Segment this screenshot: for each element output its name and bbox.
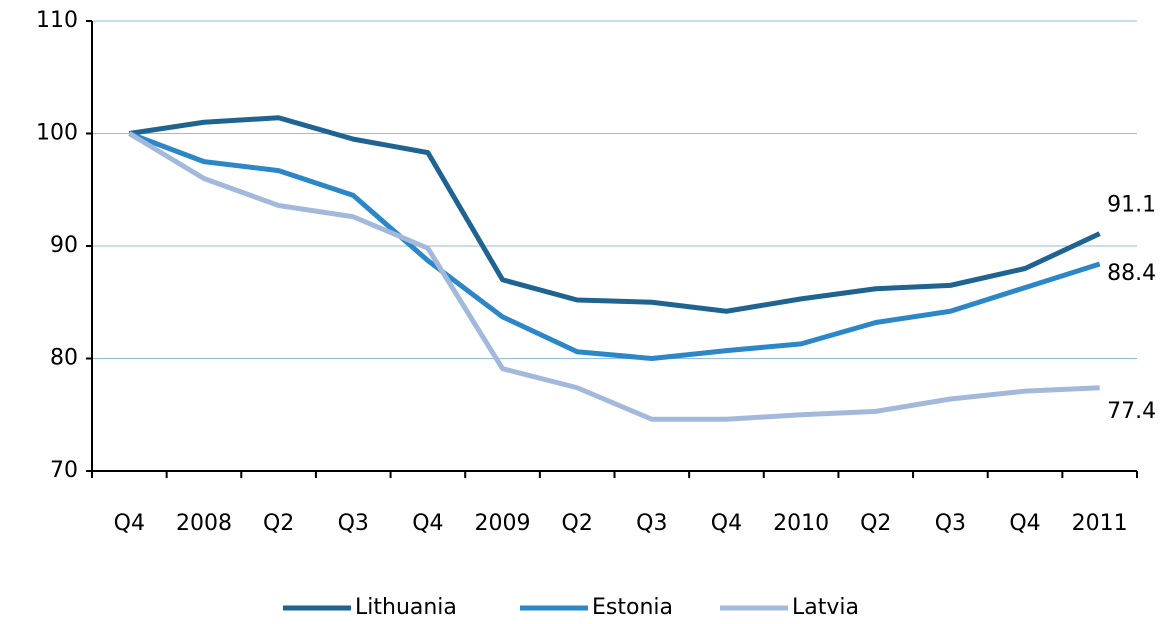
x-tick-label: Q2 [562, 511, 593, 536]
x-tick-label: 2011 [1072, 511, 1128, 536]
data-label: 88.4 [1107, 261, 1156, 286]
data-label: 77.4 [1107, 399, 1156, 424]
x-tick-label: Q2 [860, 511, 891, 536]
data-label: 91.1 [1107, 193, 1156, 218]
y-tick-label: 90 [50, 233, 78, 258]
legend-label: Lithuania [355, 595, 457, 620]
x-tick-label: Q4 [412, 511, 443, 536]
x-tick-label: Q3 [636, 511, 667, 536]
x-tick-label: 2008 [176, 511, 232, 536]
x-tick-label: Q2 [263, 511, 294, 536]
x-tick-label: Q3 [338, 511, 369, 536]
x-tick-label: Q3 [935, 511, 966, 536]
legend-label: Latvia [792, 595, 859, 620]
y-tick-label: 100 [36, 121, 78, 146]
x-tick-label: Q4 [1009, 511, 1040, 536]
x-tick-label: 2009 [475, 511, 531, 536]
series-line [128, 115, 1101, 314]
x-tick-label: 2010 [773, 511, 829, 536]
x-tick-label: Q4 [711, 511, 742, 536]
y-tick-label: 110 [36, 8, 78, 33]
legend-label: Estonia [592, 595, 673, 620]
series-line [128, 131, 1101, 361]
series-line [128, 131, 1100, 422]
y-tick-label: 80 [50, 346, 78, 371]
y-tick-label: 70 [50, 458, 78, 483]
x-tick-label: Q4 [114, 511, 145, 536]
